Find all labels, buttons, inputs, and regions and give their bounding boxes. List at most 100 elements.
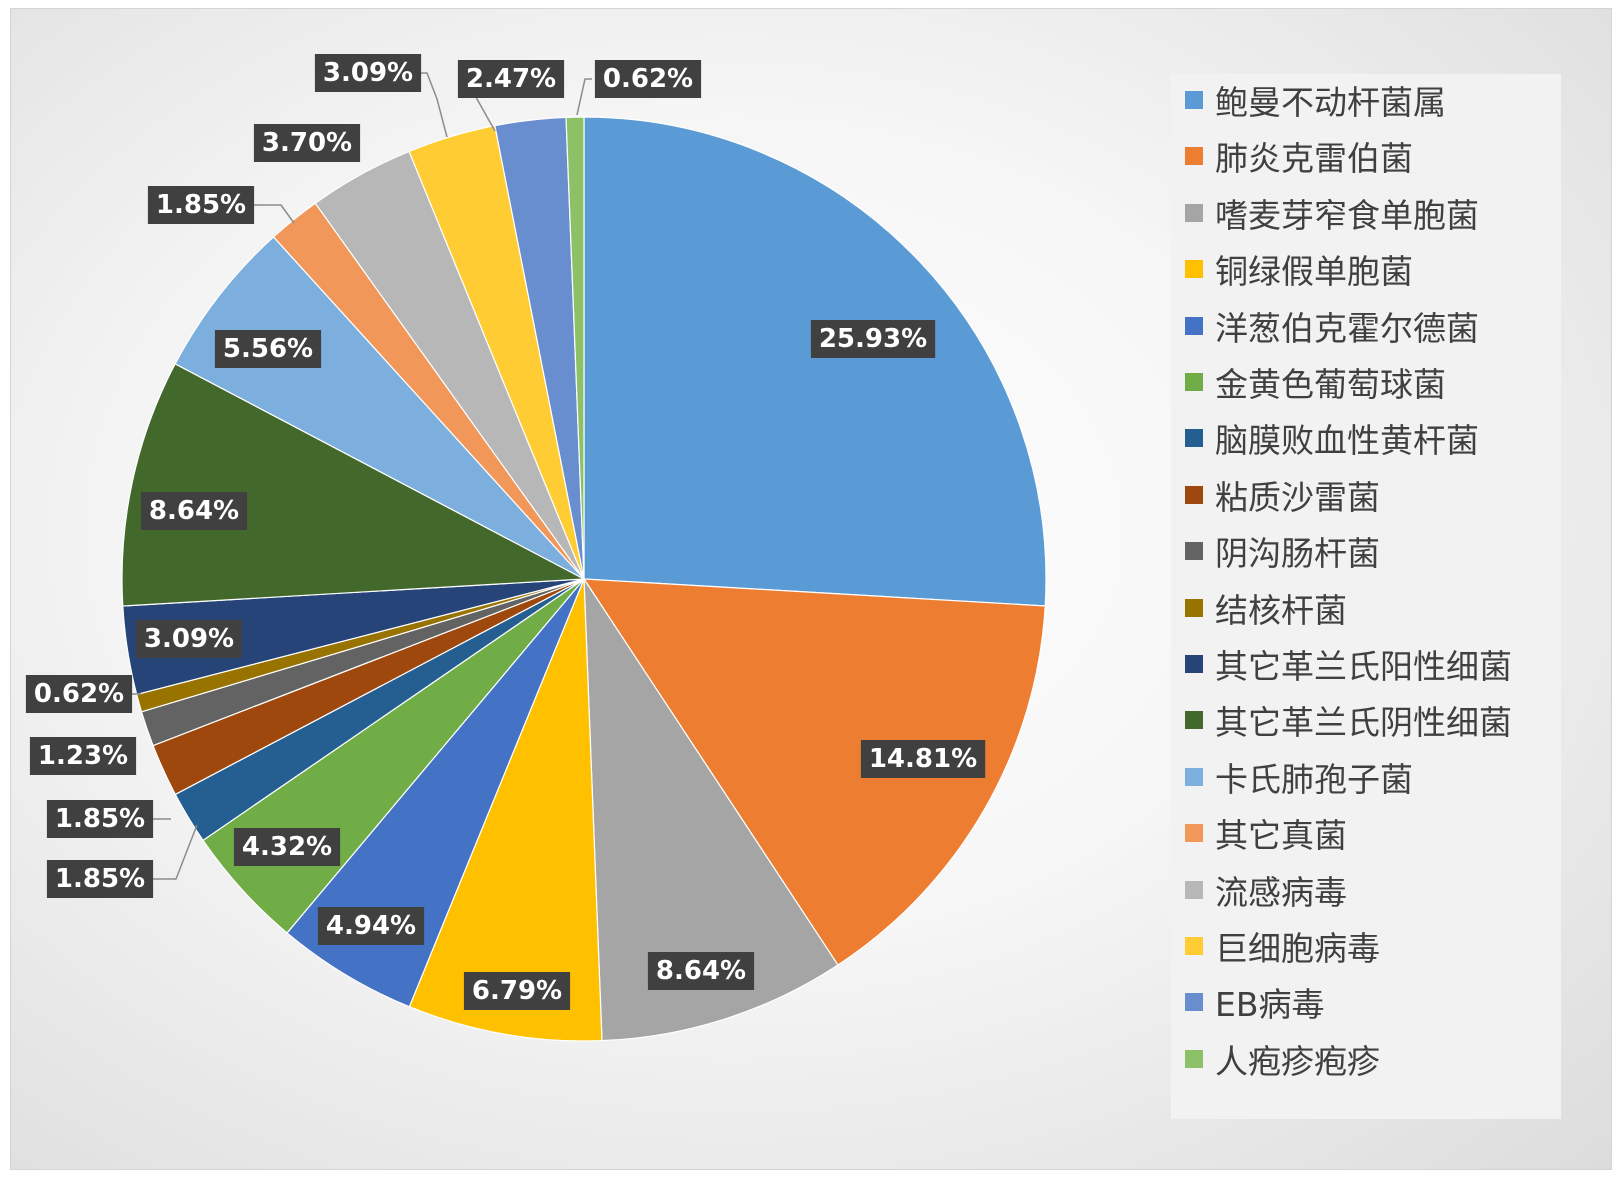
data-label-text: 3.70%: [262, 128, 352, 158]
legend-label: 脑膜败血性黄杆菌: [1215, 421, 1479, 461]
data-label-9: 1.23%: [29, 737, 137, 775]
legend-label: 其它真菌: [1215, 816, 1347, 856]
legend-label: 其它革兰氏阴性细菌: [1215, 703, 1512, 743]
data-label-text: 3.09%: [144, 624, 234, 654]
legend-item: 铜绿假单胞菌: [1185, 249, 1413, 291]
data-label-box: [594, 60, 702, 98]
data-label-4: 6.79%: [463, 972, 571, 1010]
legend-item: 流感病毒: [1185, 870, 1347, 912]
legend-label: 巨细胞病毒: [1215, 929, 1380, 968]
data-label-text: 25.93%: [819, 324, 927, 354]
legend-label: 人疱疹疱疹: [1215, 1041, 1380, 1081]
legend-label: 流感病毒: [1215, 872, 1347, 912]
legend-item: 鲍曼不动杆菌属: [1185, 80, 1446, 122]
data-label-5: 4.94%: [317, 907, 425, 945]
data-label-14: 1.85%: [147, 186, 255, 224]
pie-slice-18: [565, 116, 585, 580]
data-label-6: 4.32%: [233, 828, 341, 866]
legend-item: 卡氏肺孢子菌: [1185, 757, 1413, 799]
data-label-10: 0.62%: [25, 675, 133, 713]
data-label-1: 25.93%: [810, 320, 936, 358]
legend-item: 金黄色葡萄球菌: [1185, 362, 1446, 404]
data-label-16: 3.09%: [314, 54, 422, 92]
data-label-8: 1.85%: [46, 800, 154, 838]
legend-swatch: [1185, 598, 1203, 617]
legend-swatch: [1185, 767, 1203, 786]
legend-label: 卡氏肺孢子菌: [1215, 759, 1413, 799]
legend-swatch: [1185, 147, 1203, 166]
legend-swatch: [1185, 429, 1203, 448]
data-label-12: 8.64%: [140, 492, 248, 530]
legend-swatch: [1185, 373, 1203, 391]
legend-swatch: [1185, 542, 1203, 561]
legend-label: 肺炎克雷伯菌: [1215, 139, 1413, 179]
leader-line-18: [576, 78, 592, 116]
data-label-box: [46, 800, 154, 838]
pie-slice-12: [121, 363, 587, 607]
data-label-15: 3.70%: [253, 124, 361, 162]
legend-swatch: [1185, 711, 1203, 730]
data-label-text: 1.23%: [38, 741, 128, 771]
chart-area: 25.93% 14.81% 8.64% 6.79% 4.94% 4.32% 1.85% 1.8…: [10, 8, 1612, 1170]
legend-label: 其它革兰氏阳性细菌: [1215, 647, 1512, 686]
legend-item: 其它革兰氏阳性细菌: [1185, 644, 1512, 686]
pie-slice-4: [408, 578, 603, 1042]
leader-line-14: [247, 204, 295, 224]
legend-label: 粘质沙雷菌: [1215, 477, 1380, 517]
legend-label: 结核杆菌: [1215, 590, 1347, 630]
data-label-box: [29, 737, 137, 775]
legend-swatch: [1185, 91, 1203, 109]
data-label-18: 0.62%: [594, 60, 702, 98]
data-label-text: 1.85%: [55, 864, 145, 894]
legend-label: EB病毒: [1215, 985, 1325, 1025]
data-label-7: 1.85%: [46, 860, 154, 898]
data-label-11: 3.09%: [135, 620, 243, 658]
pie-chart: 25.93% 14.81% 8.64% 6.79% 4.94% 4.32% 1.85% 1.8…: [25, 54, 1047, 1042]
legend-swatch: [1185, 824, 1203, 843]
legend-swatch: [1185, 937, 1203, 955]
legend-label: 鲍曼不动杆菌属: [1215, 83, 1446, 122]
legend-item: 结核杆菌: [1185, 588, 1347, 630]
legend-label: 阴沟肠杆菌: [1215, 534, 1380, 574]
legend-swatch: [1185, 203, 1203, 222]
data-label-13: 5.56%: [214, 330, 322, 368]
data-label-3: 8.64%: [647, 952, 755, 990]
data-label-text: 3.09%: [323, 58, 413, 88]
legend-item: 洋葱伯克霍尔德菌: [1185, 306, 1479, 348]
data-label-text: 0.62%: [34, 679, 124, 709]
data-label-box: [457, 60, 565, 98]
data-label-box: [253, 124, 361, 162]
data-label-box: [46, 860, 154, 898]
data-label-box: [647, 952, 755, 990]
pie-slices: [121, 116, 1047, 1042]
data-label-box: [25, 675, 133, 713]
legend-swatch: [1185, 316, 1203, 335]
data-label-text: 5.56%: [223, 334, 313, 364]
legend-item: 嗜麦芽窄食单胞菌: [1185, 193, 1479, 235]
legend-item: 人疱疹疱疹: [1185, 1039, 1380, 1081]
legend-label: 洋葱伯克霍尔德菌: [1215, 308, 1479, 348]
data-label-box: [810, 320, 936, 358]
legend-item: 其它革兰氏阴性细菌: [1185, 700, 1512, 742]
pie-slice-1: [583, 116, 1047, 607]
data-label-2: 14.81%: [860, 740, 986, 778]
legend-item: 脑膜败血性黄杆菌: [1185, 418, 1479, 460]
legend-label: 金黄色葡萄球菌: [1215, 365, 1446, 404]
data-label-text: 4.32%: [242, 832, 332, 862]
data-label-box: [463, 972, 571, 1010]
data-label-box: [147, 186, 255, 224]
data-label-box: [317, 907, 425, 945]
legend-swatch: [1185, 880, 1203, 899]
legend-swatch: [1185, 993, 1203, 1012]
legend-label: 嗜麦芽窄食单胞菌: [1215, 195, 1479, 235]
data-label-box: [233, 828, 341, 866]
data-label-text: 0.62%: [603, 64, 693, 94]
legend: 鲍曼不动杆菌属 肺炎克雷伯菌嗜麦芽窄食单胞菌铜绿假单胞菌洋葱伯克霍尔德菌 金黄色葡萄…: [1171, 74, 1561, 1119]
data-label-box: [314, 54, 422, 92]
legend-item: 巨细胞病毒: [1185, 926, 1380, 968]
data-label-text: 8.64%: [149, 496, 239, 526]
pie-slice-2: [582, 578, 1046, 966]
data-labels: 25.93% 14.81% 8.64% 6.79% 4.94% 4.32% 1.85% 1.8…: [25, 54, 986, 1010]
data-label-17: 2.47%: [457, 60, 565, 98]
legend-item: 其它真菌: [1185, 813, 1347, 855]
